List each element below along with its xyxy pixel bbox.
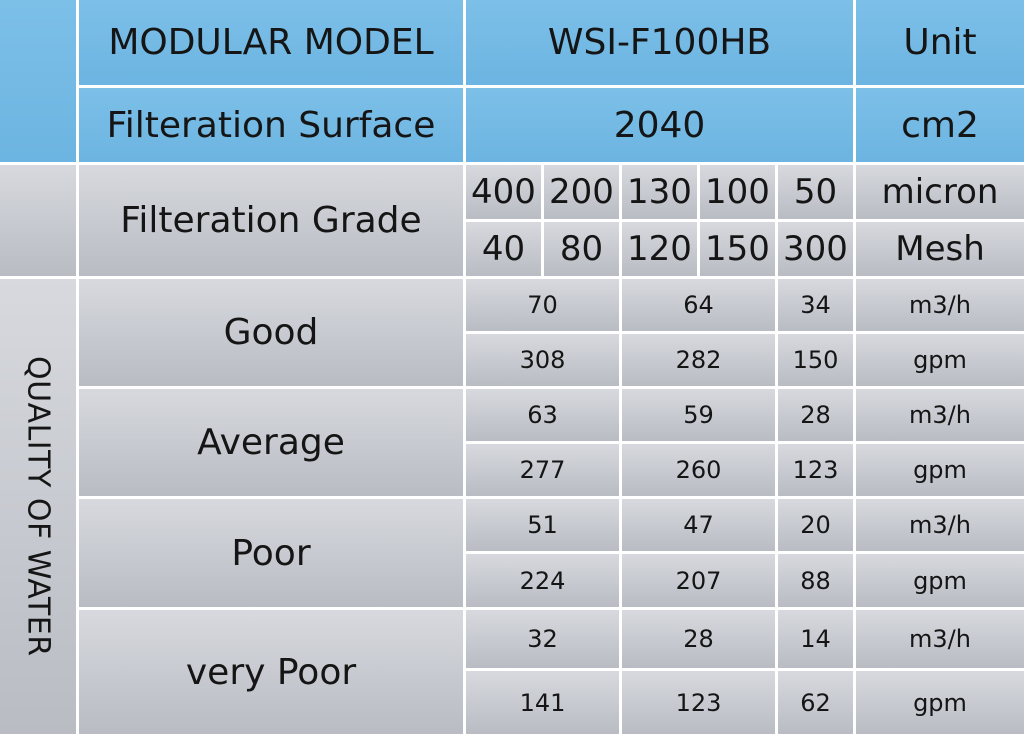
surface-label: Filteration Surface xyxy=(79,88,463,162)
table-cell: 88 xyxy=(778,554,853,607)
grade-label: Filteration Grade xyxy=(79,165,463,276)
table-cell: 32 xyxy=(466,610,619,668)
model-value: WSI-F100HB xyxy=(466,0,853,85)
table-cell: 224 xyxy=(466,554,619,607)
grade-corner-cell xyxy=(0,165,76,276)
table-cell: 260 xyxy=(622,444,775,496)
surface-unit: cm2 xyxy=(856,88,1024,162)
table-cell: 28 xyxy=(622,610,775,668)
table-cell: 63 xyxy=(466,389,619,441)
table-cell: 34 xyxy=(778,279,853,331)
unit-cell: m3/h xyxy=(856,279,1024,331)
corner-cell xyxy=(0,0,76,162)
micron-value: 100 xyxy=(700,165,775,219)
mesh-value: 300 xyxy=(778,222,853,276)
unit-cell: gpm xyxy=(856,554,1024,607)
quality-label-cell: QUALITY OF WATER xyxy=(0,279,76,734)
table-cell: 47 xyxy=(622,499,775,551)
unit-label: Unit xyxy=(856,0,1024,85)
table-cell: 123 xyxy=(778,444,853,496)
model-label: MODULAR MODEL xyxy=(79,0,463,85)
mesh-value: 40 xyxy=(466,222,541,276)
row-label-poor: Poor xyxy=(79,499,463,607)
mesh-value: 80 xyxy=(544,222,619,276)
micron-value: 50 xyxy=(778,165,853,219)
table-cell: 64 xyxy=(622,279,775,331)
micron-value: 400 xyxy=(466,165,541,219)
row-label-average: Average xyxy=(79,389,463,496)
unit-cell: gpm xyxy=(856,334,1024,386)
table-cell: 308 xyxy=(466,334,619,386)
table-cell: 277 xyxy=(466,444,619,496)
table-cell: 150 xyxy=(778,334,853,386)
mesh-value: 150 xyxy=(700,222,775,276)
micron-value: 200 xyxy=(544,165,619,219)
table-cell: 14 xyxy=(778,610,853,668)
unit-cell: m3/h xyxy=(856,389,1024,441)
table-cell: 282 xyxy=(622,334,775,386)
table-cell: 62 xyxy=(778,671,853,734)
unit-cell: gpm xyxy=(856,444,1024,496)
mesh-unit: Mesh xyxy=(856,222,1024,276)
row-label-good: Good xyxy=(79,279,463,386)
table-cell: 20 xyxy=(778,499,853,551)
mesh-value: 120 xyxy=(622,222,697,276)
surface-value: 2040 xyxy=(466,88,853,162)
table-cell: 51 xyxy=(466,499,619,551)
table-cell: 123 xyxy=(622,671,775,734)
micron-value: 130 xyxy=(622,165,697,219)
micron-unit: micron xyxy=(856,165,1024,219)
quality-label: QUALITY OF WATER xyxy=(20,356,56,657)
unit-cell: m3/h xyxy=(856,610,1024,668)
unit-cell: gpm xyxy=(856,671,1024,734)
table-cell: 141 xyxy=(466,671,619,734)
row-label-very-poor: very Poor xyxy=(79,610,463,734)
table-cell: 59 xyxy=(622,389,775,441)
unit-cell: m3/h xyxy=(856,499,1024,551)
table-cell: 207 xyxy=(622,554,775,607)
table-cell: 70 xyxy=(466,279,619,331)
table-cell: 28 xyxy=(778,389,853,441)
